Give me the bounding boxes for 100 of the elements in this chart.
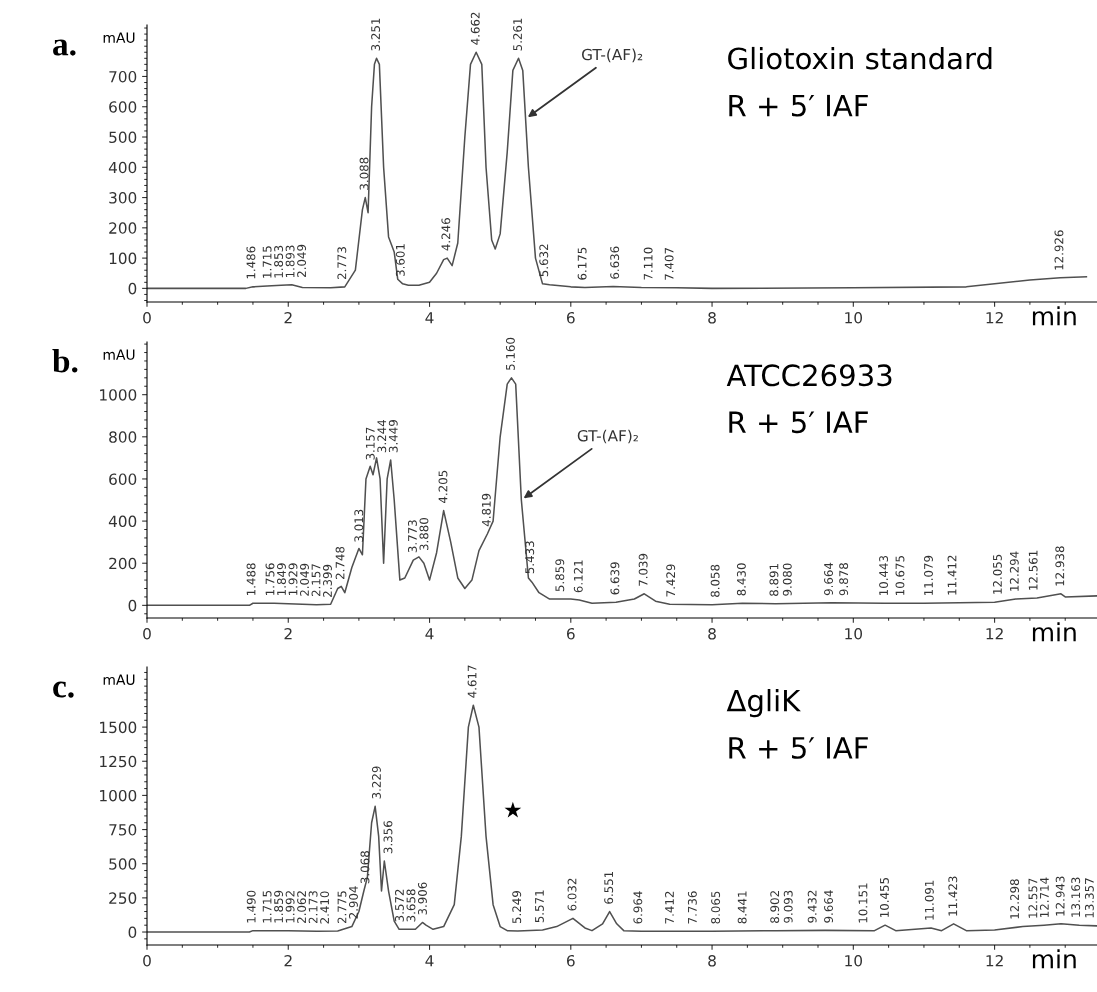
annotation: 8.430 bbox=[736, 563, 746, 596]
annotation: 8.058 bbox=[710, 564, 720, 597]
annotation: R + 5′ IAF bbox=[729, 411, 868, 434]
annotation: 9.878 bbox=[839, 563, 849, 596]
x-tick-label: 10 bbox=[845, 627, 863, 640]
y-tick-label: 1500 bbox=[100, 721, 137, 734]
annotation: 3.906 bbox=[418, 882, 427, 915]
annotation: 10.455 bbox=[879, 877, 889, 917]
annotation: 2.773 bbox=[337, 247, 347, 280]
x-tick-label: 10 bbox=[845, 311, 863, 324]
annotation: 10.151 bbox=[858, 883, 868, 923]
y-tick-label: 1000 bbox=[100, 389, 137, 401]
annotation: 3.773 bbox=[407, 520, 417, 553]
annotation: 3.601 bbox=[395, 244, 405, 276]
y-tick-label: 800 bbox=[109, 431, 137, 443]
annotation: 4.662 bbox=[470, 12, 480, 45]
x-tick-label: 12 bbox=[986, 954, 1003, 967]
annotation: 9.432 bbox=[807, 890, 817, 923]
y-tick-label: 600 bbox=[109, 473, 137, 485]
annotation: 12.943 bbox=[1055, 876, 1065, 916]
y-tick-label: 500 bbox=[109, 131, 137, 144]
annotation: 12.055 bbox=[992, 554, 1002, 594]
y-axis-title: mAU bbox=[103, 32, 135, 43]
annotation: 5.160 bbox=[505, 337, 515, 370]
annotation: 3.013 bbox=[354, 509, 364, 542]
annotation: R + 5′ IAF bbox=[729, 737, 868, 759]
annotation: 3.229 bbox=[372, 766, 381, 799]
annotation: 1.893 bbox=[285, 245, 295, 278]
text: Gliotoxin standard bbox=[728, 46, 992, 70]
x-tick-label: 4 bbox=[425, 955, 434, 967]
annotation: 13.163 bbox=[1071, 877, 1081, 917]
text: ATCC26933 bbox=[726, 364, 892, 387]
chart-title: b. bbox=[52, 348, 78, 373]
annotation: 12.298 bbox=[1010, 879, 1020, 919]
annotation: 7.412 bbox=[665, 891, 674, 924]
annotation: 2.399 bbox=[323, 564, 332, 597]
annotation: 1.853 bbox=[274, 245, 284, 278]
annotation: 7.736 bbox=[687, 891, 697, 924]
y-tick-label: 200 bbox=[109, 222, 137, 234]
y-tick-label: 1000 bbox=[100, 789, 137, 802]
y-tick-label: 0 bbox=[128, 926, 137, 939]
x-tick-label: 8 bbox=[708, 311, 716, 324]
annotation: 12.557 bbox=[1028, 878, 1038, 918]
annotation: 12.938 bbox=[1055, 546, 1065, 586]
annotation: 1.929 bbox=[288, 563, 298, 596]
annotation: 11.412 bbox=[947, 555, 957, 595]
annotation: 1.488 bbox=[246, 563, 256, 596]
x-tick-label: 0 bbox=[143, 954, 151, 967]
annotation: 5.632 bbox=[539, 244, 549, 277]
annotation: 8.891 bbox=[769, 564, 779, 596]
annotation: 2.904 bbox=[349, 886, 358, 919]
annotation: 2.157 bbox=[311, 564, 321, 597]
annotation: 1.490 bbox=[246, 890, 256, 923]
annotation: GT-(AF)₂ bbox=[577, 429, 638, 444]
annotation: 2.173 bbox=[308, 891, 318, 924]
y-tick-label: 300 bbox=[109, 192, 137, 204]
annotation: 1.756 bbox=[265, 563, 275, 596]
y-tick-label: 600 bbox=[109, 101, 137, 113]
annotation: 12.714 bbox=[1039, 877, 1049, 917]
text: ΔgliK bbox=[726, 689, 801, 718]
annotation: 3.356 bbox=[383, 820, 393, 854]
x-tick-label: 0 bbox=[143, 311, 151, 324]
x-tick-label: 8 bbox=[708, 627, 716, 640]
annotation: 1.849 bbox=[277, 563, 286, 596]
annotation: 3.088 bbox=[359, 157, 369, 190]
annotation: 5.249 bbox=[512, 891, 522, 924]
annotation: 4.617 bbox=[467, 665, 477, 698]
annotation: 6.032 bbox=[567, 878, 577, 911]
x-axis-title: min bbox=[1032, 949, 1076, 969]
x-tick-label: 6 bbox=[567, 311, 575, 324]
annotation: 3.251 bbox=[371, 18, 381, 51]
chart-title: a. bbox=[53, 39, 76, 56]
annotation: 6.121 bbox=[573, 560, 583, 593]
x-tick-label: 0 bbox=[143, 627, 151, 640]
annotation: 3.880 bbox=[419, 518, 429, 551]
annotation: 11.079 bbox=[924, 555, 933, 596]
annotation: 2.049 bbox=[300, 563, 309, 596]
annotation: 7.407 bbox=[664, 248, 674, 280]
annotation: 1.715 bbox=[262, 890, 272, 923]
x-tick-label: 12 bbox=[986, 311, 1003, 324]
x-tick-label: 2 bbox=[284, 627, 292, 640]
y-tick-label: 1250 bbox=[100, 755, 137, 768]
annotation: 1.486 bbox=[246, 246, 256, 279]
annotation: 6.175 bbox=[577, 247, 587, 280]
chart-title: c. bbox=[53, 681, 74, 698]
annotation: 11.423 bbox=[948, 876, 958, 916]
y-tick-label: 0 bbox=[128, 282, 137, 295]
annotation: 12.926 bbox=[1054, 230, 1064, 270]
annotation: 2.062 bbox=[297, 891, 307, 923]
annotation: 6.639 bbox=[610, 562, 620, 595]
annotation: 4.819 bbox=[481, 493, 491, 527]
annotation: 8.065 bbox=[711, 891, 721, 924]
annotation: 6.551 bbox=[604, 871, 614, 904]
annotation: 7.429 bbox=[666, 564, 676, 597]
annotation: 1.859 bbox=[274, 890, 284, 923]
annotation: 13.357 bbox=[1084, 878, 1094, 918]
annotation: 6.964 bbox=[633, 891, 643, 924]
annotation: 9.664 bbox=[824, 890, 834, 923]
y-tick-label: 250 bbox=[109, 892, 137, 904]
x-tick-label: 6 bbox=[567, 954, 575, 967]
